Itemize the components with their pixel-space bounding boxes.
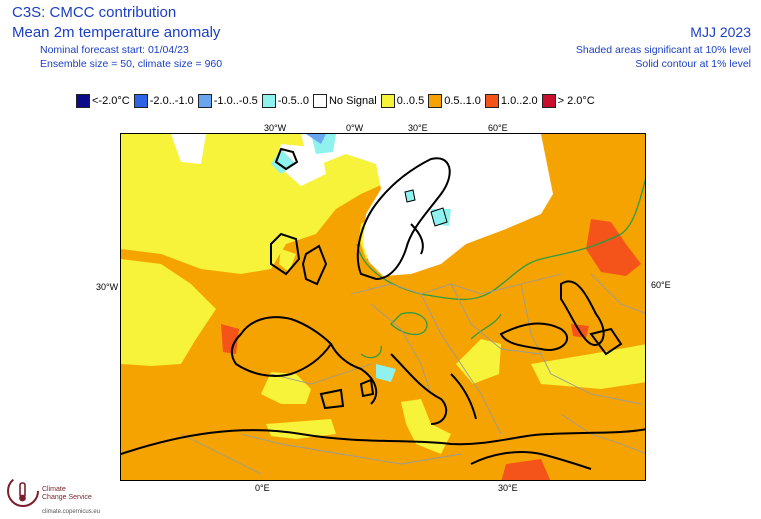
legend-swatch [484,94,499,108]
ensemble-info: Ensemble size = 50, climate size = 960 [40,58,223,70]
legend-label: -0.5..0 [277,95,309,107]
legend-label: 0.5..1.0 [444,95,481,107]
lakes [404,189,448,227]
forecast-start: Nominal forecast start: 01/04/23 [40,44,189,56]
legend-item: -0.5..0 [261,94,309,108]
legend-item: -2.0..-1.0 [133,94,194,108]
top-tick-label: 60°E [488,123,508,133]
logo-text: Climate Change Service [42,486,92,502]
coastlines [121,147,645,470]
contour-note: Solid contour at 1% level [635,58,751,70]
legend-item: 0..0.5 [380,94,425,108]
blue-patch [306,134,326,144]
legend-label: 0..0.5 [396,95,425,107]
legend-swatch [261,94,276,108]
climate-change-service-logo [7,475,39,507]
legend-item: 0.5..1.0 [428,94,481,108]
legend-label: > 2.0°C [557,95,595,107]
anomaly-map [120,133,646,481]
no-signal-region [171,134,553,276]
forecast-period: MJJ 2023 [690,24,751,40]
shaded-note: Shaded areas significant at 10% level [575,44,751,56]
logo-line-2: Change Service [42,494,92,501]
bottom-tick-label: 0°E [255,483,270,493]
logo-line-1: Climate [42,486,66,493]
country-borders [180,273,645,475]
legend-item: No Signal [312,94,377,108]
legend-swatch [197,94,212,108]
legend-item: -1.0..-0.5 [197,94,258,108]
chart-subtitle: Mean 2m temperature anomaly [12,24,221,41]
legend-label: No Signal [328,95,377,107]
top-tick-label: 30°E [408,123,428,133]
legend-swatch [428,94,443,108]
legend-label: 1.0..2.0 [500,95,538,107]
legend-item: > 2.0°C [541,94,595,108]
legend-label: -1.0..-0.5 [213,95,258,107]
red-regions [221,219,641,480]
chart-title: C3S: CMCC contribution [12,4,177,21]
top-tick-label: 30°W [264,123,287,133]
legend-swatch [133,94,148,108]
bottom-tick-label: 30°E [498,483,518,493]
left-tick-label: 30°W [96,282,119,292]
legend-swatch [541,94,556,108]
copernicus-url: climate.copernicus.eu [42,509,101,515]
legend-label: -2.0..-1.0 [149,95,194,107]
legend-label: <-2.0°C [92,95,130,107]
legend-item: 1.0..2.0 [484,94,538,108]
legend-item: <-2.0°C [76,94,130,108]
legend-swatch [312,94,327,108]
legend-swatch [76,94,90,108]
top-tick-label: 0°W [346,123,364,133]
map-svg [121,134,645,480]
legend-swatch [380,94,395,108]
color-legend: <-2.0°C -2.0..-1.0 -1.0..-0.5 -0.5..0 No… [76,93,599,109]
right-tick-label: 60°E [651,280,671,290]
